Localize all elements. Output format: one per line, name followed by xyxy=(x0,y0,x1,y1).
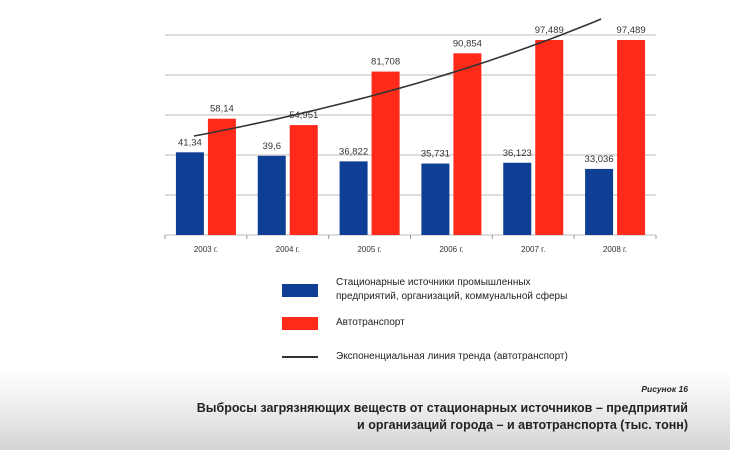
bar-auto xyxy=(535,40,564,235)
x-tick-label: 2008 г. xyxy=(603,245,627,254)
figure-caption: Рисунок 16 Выбросы загрязняющих веществ … xyxy=(197,384,688,434)
legend-swatch-blue xyxy=(282,283,318,297)
bar-stationary xyxy=(257,155,286,235)
bar-auto xyxy=(453,53,482,236)
data-label-stationary: 36,822 xyxy=(339,146,368,157)
data-label-auto: 81,708 xyxy=(371,57,400,68)
caption-background xyxy=(0,370,730,450)
legend-trend-line xyxy=(282,356,318,358)
data-label-stationary: 39,6 xyxy=(263,141,282,152)
trend-line xyxy=(193,18,602,137)
data-label-stationary: 41,34 xyxy=(178,137,202,148)
x-tick-label: 2006 г. xyxy=(439,245,463,254)
data-label-auto: 90,854 xyxy=(453,38,482,49)
data-label-auto: 97,489 xyxy=(535,25,564,36)
figure-number: Рисунок 16 xyxy=(641,384,688,394)
data-label-auto: 54,951 xyxy=(289,110,318,121)
x-tick-label: 2007 г. xyxy=(521,245,545,254)
bar-auto xyxy=(207,118,236,235)
bar-stationary xyxy=(503,162,532,235)
x-tick-label: 2005 г. xyxy=(357,245,381,254)
bar-stationary xyxy=(585,168,614,235)
legend-label-trend: Экспоненциальная линия тренда (автотранс… xyxy=(336,351,568,362)
legend-label-stationary: Стационарные источники промышленных пред… xyxy=(336,277,568,302)
data-label-stationary: 35,731 xyxy=(421,149,450,160)
data-label-stationary: 36,123 xyxy=(503,148,532,159)
legend-label-auto: Автотранспорт xyxy=(336,317,405,328)
bar-chart: 41,34 58,14 2003 г. 39,6 54,951 2004 г. 36,822… xyxy=(164,18,657,254)
bar-auto xyxy=(371,71,400,235)
legend-item-stationary: Стационарные источники промышленных пред… xyxy=(282,276,567,304)
data-label-auto: 58,14 xyxy=(210,104,234,115)
legend-swatch-red xyxy=(282,316,318,330)
bar-stationary xyxy=(421,163,450,235)
data-label-stationary: 33,036 xyxy=(585,154,614,165)
legend-item-trend: Экспоненциальная линия тренда (автотранс… xyxy=(282,350,568,364)
figure-title: Выбросы загрязняющих веществ от стациона… xyxy=(196,401,688,432)
bar-stationary xyxy=(339,161,368,235)
data-label-auto: 97,489 xyxy=(617,25,646,36)
bar-stationary xyxy=(175,152,204,235)
x-tick-label: 2003 г. xyxy=(194,245,218,254)
bar-auto xyxy=(289,125,318,235)
bar-auto xyxy=(617,40,646,235)
legend-item-auto: Автотранспорт xyxy=(282,316,405,330)
x-tick-label: 2004 г. xyxy=(276,245,300,254)
